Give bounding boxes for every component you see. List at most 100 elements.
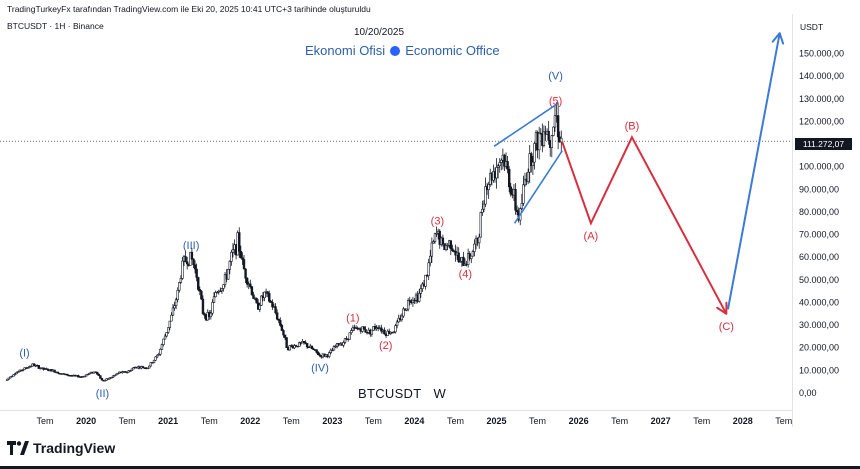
- y-tick-label: 130.000,00: [799, 94, 844, 104]
- candle-body: [66, 373, 69, 376]
- candle-body: [100, 378, 104, 381]
- candle-body: [200, 290, 203, 300]
- watermark-left: Ekonomi Ofisi: [305, 43, 386, 58]
- candle-body: [116, 372, 119, 375]
- candle-body: [230, 252, 233, 262]
- candle-body: [250, 286, 254, 296]
- x-tick-label: Tem: [775, 416, 792, 426]
- candle-body: [195, 268, 198, 278]
- abc-projection-line: [561, 135, 728, 315]
- candle-body: [343, 338, 347, 343]
- tradingview-logo[interactable]: TradingView: [7, 440, 115, 456]
- x-tick-label: 2021: [158, 416, 178, 426]
- candle-body: [132, 367, 135, 370]
- candle-body: [481, 208, 484, 213]
- candle-body: [223, 274, 227, 285]
- y-tick-label: 20.000,00: [799, 343, 839, 353]
- candle-body: [111, 375, 115, 378]
- candle-body: [185, 261, 189, 265]
- candle-body: [523, 178, 527, 186]
- candle-body: [470, 255, 473, 259]
- wave-label: (1): [346, 313, 359, 325]
- candle-body: [260, 295, 263, 306]
- candle-body: [277, 318, 280, 321]
- candle-body: [215, 291, 219, 294]
- candle-body: [283, 334, 287, 338]
- candle-body: [526, 171, 530, 182]
- candle-body: [26, 367, 29, 369]
- candle-body: [13, 373, 17, 376]
- x-tick-label: 2026: [569, 416, 589, 426]
- candle-body: [255, 298, 258, 304]
- candle-body: [165, 332, 168, 337]
- candle-body: [520, 203, 524, 209]
- candle-body: [192, 258, 195, 266]
- bottom-rule: [0, 466, 860, 469]
- candle-body: [181, 260, 184, 279]
- x-tick-label: Tem: [365, 416, 382, 426]
- chart-caption: BTCUSDT W: [358, 386, 446, 401]
- candle-body: [148, 365, 151, 369]
- candle-body: [408, 300, 411, 302]
- candle-body: [239, 251, 243, 259]
- candle-body: [209, 312, 213, 318]
- candle-body: [348, 332, 351, 340]
- wave-label: (I): [19, 348, 29, 360]
- candle-body: [539, 132, 542, 135]
- wedge-upper-line: [493, 102, 559, 147]
- caption-symbol: BTCUSDT: [358, 386, 422, 401]
- candle-body: [155, 354, 159, 358]
- candle-body: [10, 375, 14, 378]
- candle-body: [531, 161, 535, 167]
- candle-body: [542, 131, 546, 146]
- candle-body: [427, 262, 430, 276]
- wave-label: (2): [379, 340, 392, 352]
- y-tick-label: 60.000,00: [799, 252, 839, 262]
- candle-body: [484, 186, 487, 205]
- candle-body: [560, 137, 563, 143]
- candle-body: [141, 366, 145, 368]
- candle-body: [178, 282, 181, 291]
- x-tick-label: 2024: [404, 416, 424, 426]
- candle-body: [154, 356, 157, 361]
- candle-body: [411, 299, 415, 304]
- x-tick-label: 2028: [733, 416, 753, 426]
- candle-body: [6, 378, 9, 381]
- candle-body: [282, 330, 285, 336]
- candle-body: [487, 184, 490, 190]
- candle-body: [329, 349, 333, 353]
- x-tick-label: Tem: [693, 416, 710, 426]
- y-tick-label: 0,00: [799, 388, 817, 398]
- candle-body: [53, 369, 56, 373]
- wave-label: (B): [625, 120, 640, 132]
- candle-body: [350, 330, 353, 334]
- candle-body: [129, 370, 132, 372]
- chart-attribution: TradingTurkeyFx tarafından TradingView.c…: [7, 4, 371, 14]
- symbol-info: BTCUSDT · 1H · Binance: [7, 21, 104, 31]
- candle-body: [244, 268, 247, 279]
- candle-body: [280, 325, 284, 331]
- candle-body: [170, 314, 173, 322]
- candle-body: [466, 253, 470, 266]
- currency-label[interactable]: USDT: [800, 22, 824, 32]
- candle-body: [334, 345, 337, 348]
- candle-body: [56, 371, 59, 374]
- wave-label: (C): [719, 321, 734, 333]
- candle-body: [435, 233, 438, 235]
- candle-body: [266, 291, 269, 294]
- candle-body: [263, 291, 266, 298]
- candle-body: [304, 342, 307, 344]
- candle-body: [449, 240, 452, 250]
- wave-label: (5): [549, 95, 562, 107]
- wave-label: (II): [96, 388, 109, 400]
- candle-body: [418, 293, 421, 302]
- candle-body: [547, 130, 550, 141]
- candle-body: [552, 126, 555, 136]
- candle-body: [495, 167, 498, 179]
- candle-body: [298, 342, 301, 347]
- candle-body: [500, 159, 503, 163]
- y-tick-label: 100.000,00: [799, 162, 844, 172]
- candle-body: [179, 278, 183, 283]
- candle-body: [83, 375, 86, 378]
- abc-arrowhead: [716, 301, 728, 315]
